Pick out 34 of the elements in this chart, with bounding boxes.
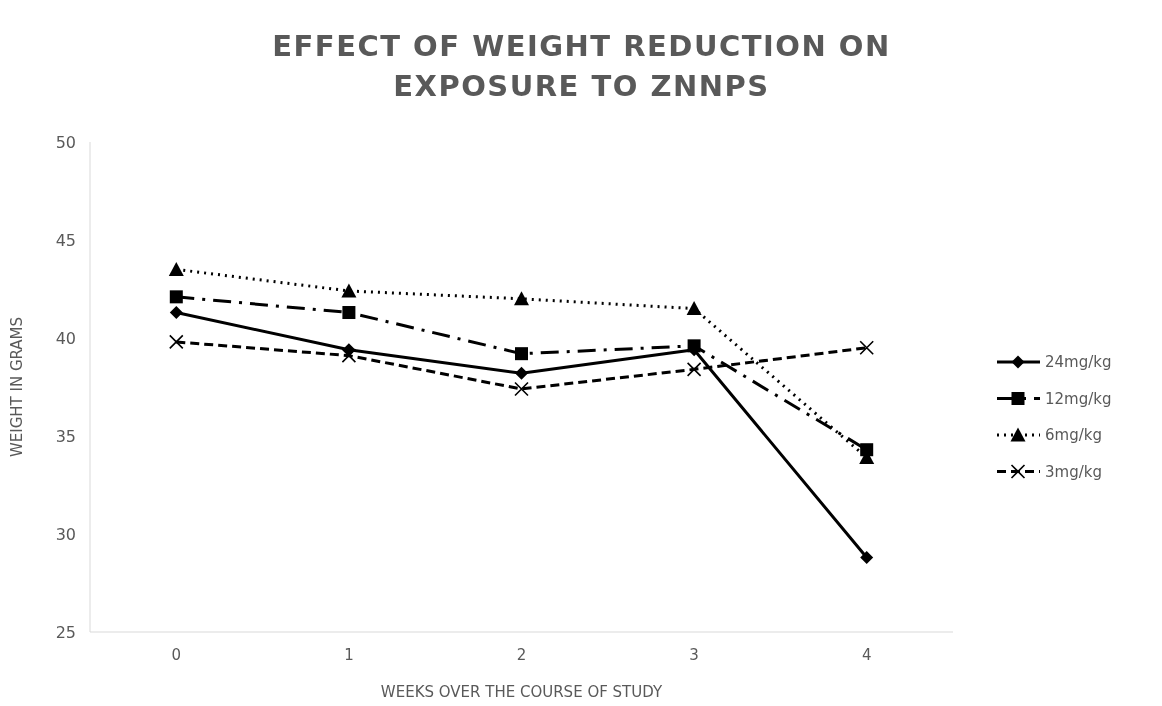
- point: [342, 306, 356, 320]
- y-tick-label: 50: [55, 132, 76, 152]
- y-tick-label: 40: [55, 328, 76, 348]
- point: [860, 443, 874, 457]
- y-tick-label: 30: [55, 524, 76, 544]
- point: [169, 334, 184, 350]
- x-tick-label: 3: [689, 646, 699, 664]
- point: [342, 343, 356, 357]
- x-axis-title: WEEKS OVER THE COURSE OF STUDY: [380, 683, 663, 701]
- point: [859, 340, 874, 356]
- chart-title: EFFECT OF WEIGHT REDUCTION ON EXPOSURE TO ZNNPS: [272, 29, 891, 103]
- point: [169, 306, 183, 320]
- point: [341, 283, 357, 298]
- x-tick-label: 0: [171, 646, 182, 664]
- point: [514, 381, 529, 397]
- point: [168, 261, 184, 276]
- y-tick-label: 45: [55, 230, 76, 250]
- point: [169, 290, 183, 304]
- legend-label: 24mg/kg: [1045, 353, 1112, 372]
- legend-label: 3mg/kg: [1045, 462, 1102, 481]
- x-tick-label: 1: [344, 646, 354, 664]
- y-tick-label: 35: [55, 426, 76, 446]
- x-tick-label: 4: [861, 646, 872, 664]
- legend-label: 12mg/kg: [1045, 389, 1112, 408]
- point: [860, 551, 874, 565]
- point: [686, 362, 702, 377]
- point: [515, 347, 528, 361]
- y-tick-label: 25: [55, 622, 76, 642]
- point: [514, 291, 529, 306]
- y-axis-title: WEIGHT IN GRAMS: [8, 316, 26, 458]
- point: [515, 366, 528, 380]
- legend-label: 6mg/kg: [1045, 426, 1102, 445]
- x-tick-label: 2: [516, 646, 527, 664]
- point: [686, 301, 702, 316]
